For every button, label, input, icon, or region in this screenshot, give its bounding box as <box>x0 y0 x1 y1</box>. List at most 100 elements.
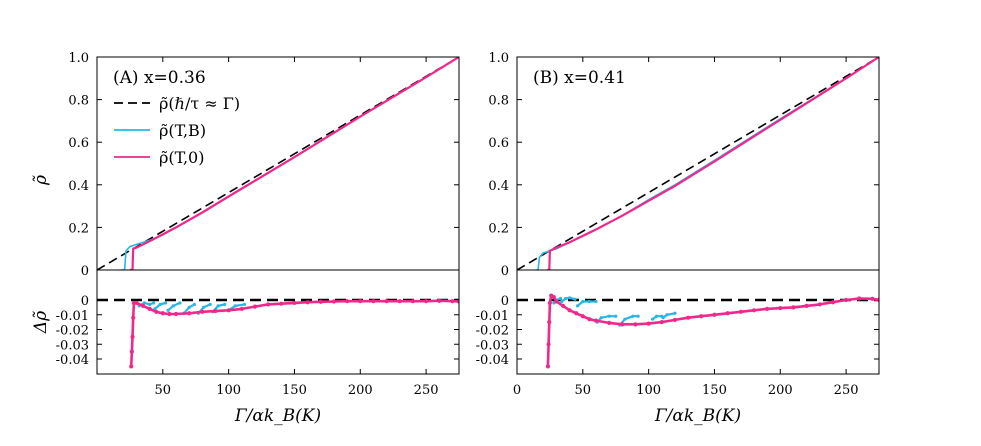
panel-b: 00.20.40.60.81.0(B) x=0.410-0.01-0.02-0.… <box>476 51 880 426</box>
y-axis-label-bottom: Δρ̃ <box>31 311 51 334</box>
legend-label: ρ̃(T,0) <box>159 148 204 167</box>
y-tick-label: -0.01 <box>56 309 89 324</box>
series--t-0--point <box>305 300 310 305</box>
series--t-b--point <box>142 301 146 305</box>
x-tick-label: 250 <box>414 383 439 398</box>
y-tick-label: 0.6 <box>488 136 509 151</box>
series--t-b--point <box>599 316 603 320</box>
series--t-b--point <box>171 304 175 308</box>
series--t-0--point <box>546 342 551 347</box>
y-tick-label: 0 <box>81 264 89 279</box>
series--t-b--point <box>587 299 592 304</box>
series--t-0--point <box>738 309 743 314</box>
x-tick-label: 150 <box>282 383 307 398</box>
series--t-0--point <box>358 299 363 304</box>
series--t-b--point <box>148 302 152 307</box>
series--t-0--point <box>384 299 389 304</box>
y-tick-label: 0 <box>501 294 509 309</box>
y-tick-label: 0.8 <box>488 94 509 109</box>
series--t-0--point <box>147 306 152 311</box>
series--t-0--point <box>659 320 664 325</box>
series--t-0--point <box>857 296 862 301</box>
series--t-0--point <box>646 321 651 326</box>
series--t-0--point <box>712 312 717 317</box>
y-tick-label: -0.01 <box>476 309 509 324</box>
series--t-0--point <box>134 300 139 306</box>
series--t-0--point <box>817 302 822 307</box>
series--t-b--point <box>192 302 197 307</box>
legend-label: ρ̃(ℏ/τ ≈ Γ) <box>159 94 240 113</box>
bottom-series <box>97 298 459 369</box>
series--t-0--point <box>580 314 585 319</box>
panel-title: (B) x=0.41 <box>533 68 626 88</box>
series--t-0--point <box>843 297 849 303</box>
panel-title: (A) x=0.36 <box>113 68 206 88</box>
y-tick-label: 0.2 <box>488 221 509 236</box>
series--t-0--point <box>567 308 572 313</box>
y-axis-label-top: ρ̃ <box>31 175 51 186</box>
series--t-b--point <box>233 304 237 308</box>
series--t-b--point <box>166 308 170 312</box>
series--t-b--point <box>202 305 206 309</box>
bottom-series <box>517 293 879 369</box>
series--t-b--point <box>636 314 640 318</box>
series--t-0--point <box>725 311 730 316</box>
series--t-0--point <box>751 308 757 313</box>
series--t-0--point <box>187 311 192 316</box>
series--t-0--line <box>546 294 879 367</box>
y-tick-label: 0.2 <box>68 221 89 236</box>
series--t-b--point <box>665 313 669 317</box>
series--t-0--point <box>870 296 875 301</box>
series--t-b--point <box>163 301 168 305</box>
series-line--t-0- <box>547 57 879 270</box>
y-tick-label: -0.04 <box>56 353 89 368</box>
series--t-b--segment <box>576 300 596 307</box>
series--t-0--point <box>560 303 566 308</box>
y-tick-label: -0.04 <box>476 353 509 368</box>
series--t-0--point <box>456 299 459 304</box>
y-tick-label: 0.6 <box>68 136 89 151</box>
series--t-0--point <box>160 311 165 316</box>
series--t-0--point <box>226 308 231 313</box>
series--t-0--point <box>397 299 402 304</box>
x-tick-label: 200 <box>348 383 373 398</box>
series--t-b--point <box>654 314 659 318</box>
series--t-0--point <box>167 311 172 317</box>
x-tick-label: 100 <box>216 383 241 398</box>
series--t-0--line <box>129 299 459 367</box>
series--t-b--point <box>560 299 564 304</box>
series--t-b--point <box>661 316 665 320</box>
series--t-0--point <box>765 306 770 311</box>
x-axis-label: Γ/αk_B(K) <box>234 406 321 426</box>
series--t-0--point <box>252 304 258 309</box>
x-tick-label: 200 <box>768 383 793 398</box>
series--t-b--point <box>152 301 156 305</box>
bottom-axes-frame <box>96 269 460 375</box>
series--t-0--point <box>423 299 429 304</box>
y-tick-label: 0 <box>501 264 509 279</box>
series--t-0--point <box>437 298 442 303</box>
y-tick-label: 0.4 <box>68 179 89 194</box>
bottom-subplot: 0-0.01-0.02-0.03-0.04 50 100 150 200 250 Δρ̃ <box>31 269 460 398</box>
series--t-0--point <box>292 300 297 306</box>
y-tick-label: -0.03 <box>56 338 89 353</box>
series--t-b--point <box>581 299 585 304</box>
series--t-0--point <box>791 305 796 310</box>
x-tick-label: 100 <box>636 383 661 398</box>
series--t-0--point <box>593 318 599 323</box>
y-tick-label: 1.0 <box>68 51 89 66</box>
series--t-0--point <box>545 364 551 369</box>
series--t-0--point <box>876 297 879 303</box>
series--t-0--point <box>213 308 218 314</box>
x-tick-label: 50 <box>575 383 592 398</box>
top-subplot: 0 0.2 0.4 0.6 0.8 1.0 (B) x=0.41 <box>488 51 880 279</box>
series-line--t-0- <box>129 57 459 270</box>
series--t-b--point <box>568 296 572 300</box>
y-tick-label: -0.02 <box>56 324 89 339</box>
series--t-0--point <box>371 299 376 304</box>
x-tick-label: 150 <box>702 383 727 398</box>
series--t-0--point <box>804 303 809 308</box>
series--t-0--point <box>129 349 134 354</box>
series--t-b--segment <box>662 312 676 319</box>
x-tick-label: 0 <box>513 383 521 398</box>
